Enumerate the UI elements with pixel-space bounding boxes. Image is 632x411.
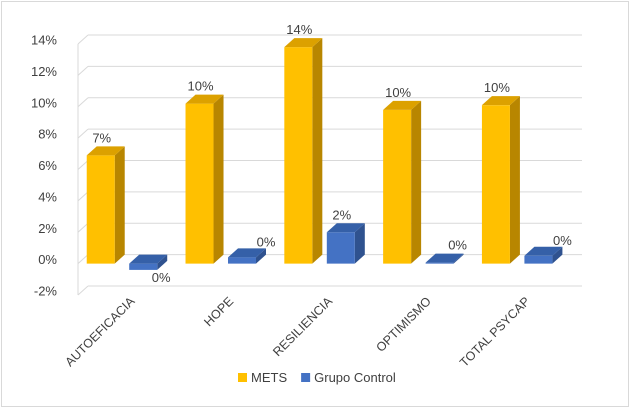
gridline-depth xyxy=(77,191,89,202)
data-label: 10% xyxy=(484,80,510,95)
y-tick-label: 0% xyxy=(38,252,57,267)
legend-label: METS xyxy=(251,370,287,385)
bar-grupo-control-top xyxy=(326,223,365,233)
data-label: 0% xyxy=(152,270,171,285)
bar-grupo-control xyxy=(228,248,267,264)
y-tick-label: 14% xyxy=(31,33,57,48)
legend-swatch xyxy=(238,373,247,382)
bar-grupo-control xyxy=(425,253,464,264)
gridline-depth xyxy=(77,285,89,296)
legend-label: Grupo Control xyxy=(314,370,396,385)
data-label: 14% xyxy=(286,22,312,37)
bar-grupo-control-top xyxy=(524,246,563,256)
gridline-depth xyxy=(77,66,89,76)
bar-grupo-control-top xyxy=(425,253,464,263)
bar-mets xyxy=(481,96,520,264)
bar-grupo-control-front xyxy=(326,232,355,264)
bar-grupo-control-side xyxy=(256,248,267,264)
bar-grupo-control-side xyxy=(552,246,563,264)
bar-mets-front xyxy=(481,105,510,264)
y-tick-label: 12% xyxy=(31,64,57,79)
bar-mets-top xyxy=(86,146,125,156)
y-tick-label: -2% xyxy=(34,284,58,299)
bar-mets-front xyxy=(284,47,313,264)
bar-grupo-control-front xyxy=(228,257,257,264)
bar-grupo-control-front xyxy=(129,263,158,270)
bar-mets xyxy=(185,94,224,264)
gridline-depth xyxy=(77,222,89,233)
bar-grupo-control xyxy=(129,254,168,270)
gridline-depth xyxy=(77,254,89,264)
bar-mets-side xyxy=(312,38,323,264)
bar-mets-side xyxy=(411,100,422,264)
category-label: HOPE xyxy=(201,294,236,329)
category-label: TOTAL PSYCAP xyxy=(457,294,533,370)
y-tick-label: 4% xyxy=(38,189,57,204)
y-tick-label: 6% xyxy=(38,158,57,173)
data-label: 10% xyxy=(385,85,411,100)
bar-mets-top xyxy=(284,38,323,48)
category-label: RESILIENCIA xyxy=(270,294,335,359)
bar-grupo-control xyxy=(326,223,365,264)
legend-swatch xyxy=(301,373,311,382)
gridline-depth xyxy=(77,34,89,45)
y-axis-ticks: -2% 0% 2% 4% 6% 8% 10% 12% 14% xyxy=(31,33,57,299)
bar-mets-side xyxy=(114,146,125,264)
category-label: OPTIMISMO xyxy=(373,294,434,355)
bar-mets-side xyxy=(509,96,520,264)
bar-grupo-control xyxy=(524,246,563,264)
x-axis-categories: AUTOEFICACIA HOPE RESILIENCIA OPTIMISMO TOTA… xyxy=(62,294,532,370)
bar-grupo-control-top xyxy=(129,254,168,264)
bar-mets-front xyxy=(86,155,115,264)
data-label: 0% xyxy=(553,233,572,248)
legend: METS Grupo Control xyxy=(238,370,396,385)
bar-chart: -2% 0% 2% 4% 6% 8% 10% 12% 14% 7% 0% 10% 0% 14% 2% 10%… xyxy=(31,22,582,385)
bar-mets-front xyxy=(185,103,214,264)
bar-mets xyxy=(284,38,323,264)
bar-mets xyxy=(86,146,125,264)
bar-grupo-control-side xyxy=(453,253,464,264)
y-tick-label: 2% xyxy=(38,221,57,236)
bar-mets-top xyxy=(481,96,520,106)
bar-mets-side xyxy=(213,94,224,264)
bar-grupo-control-front xyxy=(425,262,454,264)
bar-mets-front xyxy=(383,109,412,264)
data-labels: 7% 0% 10% 0% 14% 2% 10% 0% 10% 0% xyxy=(92,22,572,285)
bars xyxy=(86,38,563,270)
bar-mets-top xyxy=(185,94,224,104)
bar-mets-top xyxy=(383,100,422,110)
data-label: 0% xyxy=(448,238,467,253)
bar-grupo-control-side xyxy=(157,254,168,270)
gridline-depth xyxy=(77,97,89,108)
bar-mets xyxy=(383,100,422,264)
gridline-depth xyxy=(77,128,89,139)
bar-grupo-control-front xyxy=(524,255,553,264)
category-label: AUTOEFICACIA xyxy=(62,294,138,370)
data-label: 2% xyxy=(332,207,351,222)
y-tick-label: 8% xyxy=(38,127,57,142)
gridline-depth xyxy=(77,160,89,170)
data-label: 0% xyxy=(257,234,276,249)
data-label: 10% xyxy=(188,79,214,94)
y-tick-label: 10% xyxy=(31,95,57,110)
data-label: 7% xyxy=(92,130,111,145)
bar-grupo-control-top xyxy=(228,248,267,258)
bar-grupo-control-side xyxy=(354,223,365,264)
